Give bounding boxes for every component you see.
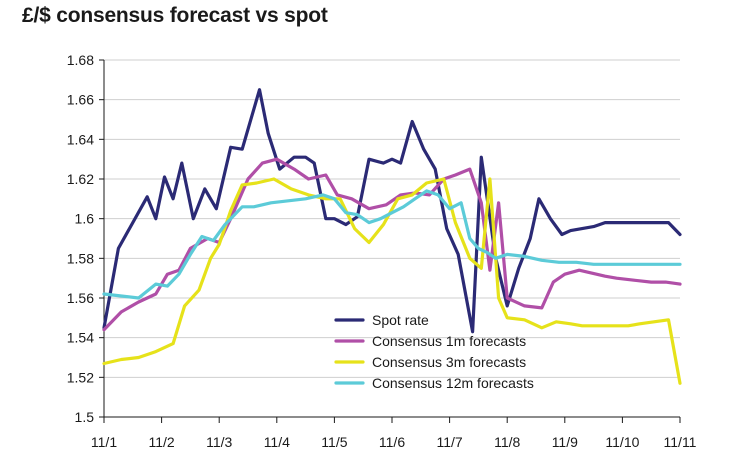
y-tick-label: 1.66 xyxy=(67,92,94,108)
legend: Spot rate Consensus 1m forecasts Consensus… xyxy=(334,312,534,391)
y-tick-label: 1.62 xyxy=(67,171,94,187)
series-line-consensus-3m-forecasts xyxy=(102,177,682,385)
x-tick-label: 11/7 xyxy=(436,434,462,450)
legend-label: Consensus 3m forecasts xyxy=(372,354,526,370)
x-tick-labels: 11/1 11/2 11/3 11/4 11/5 11/6 11/7 11/8 11/9 11/1… xyxy=(91,417,697,450)
y-tick-label: 1.56 xyxy=(67,290,94,306)
x-tick-label: 11/5 xyxy=(321,434,347,450)
series-lines xyxy=(102,88,682,385)
series-line-consensus-12m-forecasts xyxy=(102,189,682,300)
x-tick-label: 11/4 xyxy=(264,434,290,450)
x-tick-label: 11/6 xyxy=(379,434,405,450)
legend-label: Consensus 12m forecasts xyxy=(372,375,534,391)
chart-title: £/$ consensus forecast vs spot xyxy=(22,4,328,27)
x-tick-label: 11/3 xyxy=(206,434,232,450)
x-tick-label: 11/1 xyxy=(91,434,117,450)
y-tick-label: 1.52 xyxy=(67,369,94,385)
x-tick-label: 11/9 xyxy=(552,434,578,450)
series-line-spot-rate xyxy=(102,88,682,334)
y-tick-label: 1.58 xyxy=(67,250,94,266)
y-tick-label: 1.5 xyxy=(75,409,95,425)
y-tick-label: 1.6 xyxy=(75,211,95,227)
y-tick-label: 1.64 xyxy=(67,131,94,147)
legend-label: Consensus 1m forecasts xyxy=(372,333,526,349)
y-gridlines xyxy=(104,59,680,378)
x-tick-label: 11/11 xyxy=(664,434,697,450)
y-tick-label: 1.54 xyxy=(67,330,94,346)
y-tick-label: 1.68 xyxy=(67,52,94,68)
x-tick-label: 11/2 xyxy=(148,434,174,450)
legend-label: Spot rate xyxy=(372,312,429,328)
series-line-consensus-1m-forecasts xyxy=(102,157,682,332)
x-tick-label: 11/8 xyxy=(494,434,520,450)
x-tick-label: 11/10 xyxy=(605,434,639,450)
y-tick-labels: 1.5 1.52 1.54 1.56 1.58 1.6 1.62 1.64 1.66 1.68 xyxy=(67,52,104,425)
